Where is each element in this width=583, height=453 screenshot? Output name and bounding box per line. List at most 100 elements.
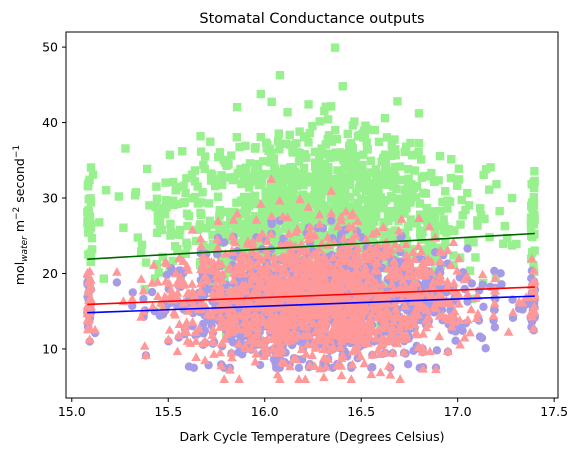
data-point <box>207 170 217 180</box>
data-point <box>84 206 93 215</box>
data-point <box>307 269 318 279</box>
data-point <box>319 372 329 382</box>
data-point <box>84 215 93 225</box>
data-point <box>473 216 482 225</box>
data-point <box>354 314 365 324</box>
data-point <box>326 186 337 195</box>
data-point <box>432 346 442 355</box>
data-point <box>315 173 325 182</box>
data-point <box>467 279 477 288</box>
data-point <box>273 237 283 246</box>
data-point <box>247 289 258 298</box>
data-point <box>349 163 358 173</box>
data-point <box>216 274 226 283</box>
data-point <box>85 175 94 184</box>
data-point <box>166 219 175 229</box>
data-point <box>319 272 330 282</box>
data-point <box>277 205 287 215</box>
data-point <box>370 217 379 227</box>
data-point <box>337 350 348 360</box>
data-point <box>330 43 340 52</box>
data-point <box>141 258 151 267</box>
data-point <box>250 312 261 321</box>
data-point <box>435 256 445 265</box>
data-point <box>189 289 200 299</box>
data-point <box>279 164 289 173</box>
data-point <box>288 320 298 330</box>
data-point <box>219 334 230 343</box>
data-point <box>304 360 315 369</box>
data-point <box>285 217 294 227</box>
data-point <box>331 125 340 135</box>
data-point <box>382 263 393 273</box>
data-point <box>464 237 473 246</box>
data-point <box>361 234 371 243</box>
data-point <box>227 327 237 337</box>
data-point <box>471 253 480 262</box>
data-point <box>314 244 324 253</box>
data-point <box>528 206 538 215</box>
data-point <box>82 314 93 324</box>
data-point <box>279 321 290 331</box>
data-point <box>231 226 240 236</box>
data-point <box>228 338 238 347</box>
data-point <box>187 170 197 179</box>
data-point <box>407 278 418 288</box>
data-point <box>388 316 399 326</box>
data-point <box>359 358 370 368</box>
data-point <box>232 198 241 207</box>
data-point <box>401 239 411 249</box>
data-point <box>344 308 354 318</box>
data-point <box>455 315 465 325</box>
data-point <box>211 280 221 290</box>
data-point <box>527 198 537 207</box>
data-point <box>328 342 339 352</box>
data-point <box>390 162 399 172</box>
data-point <box>332 180 342 189</box>
data-point <box>207 243 216 253</box>
data-point <box>314 209 325 219</box>
data-point <box>338 251 349 261</box>
data-point <box>267 312 278 321</box>
data-point <box>335 342 346 351</box>
data-point <box>288 263 299 273</box>
data-point <box>464 201 474 210</box>
data-point <box>378 222 389 231</box>
data-point <box>251 215 262 224</box>
data-point <box>147 287 157 297</box>
data-point <box>344 326 355 336</box>
data-point <box>488 310 499 320</box>
data-point <box>270 162 279 172</box>
data-point <box>261 187 270 197</box>
data-point <box>403 188 412 198</box>
data-point <box>490 273 500 283</box>
data-point <box>405 264 415 274</box>
data-point <box>452 265 463 275</box>
data-point <box>166 284 176 294</box>
data-point <box>362 185 372 195</box>
data-point <box>206 263 217 273</box>
data-point <box>84 334 95 344</box>
data-point <box>294 213 303 223</box>
data-point <box>168 256 177 266</box>
data-point <box>530 176 539 186</box>
data-point <box>153 216 163 225</box>
data-point <box>422 207 431 216</box>
data-point <box>332 360 343 370</box>
data-point <box>182 174 191 183</box>
data-point <box>284 171 293 181</box>
data-point <box>383 361 394 370</box>
data-point <box>274 261 284 271</box>
data-point <box>351 264 362 274</box>
data-point <box>323 354 333 363</box>
data-point <box>234 168 243 178</box>
data-point <box>232 102 242 112</box>
data-point <box>295 235 305 244</box>
data-point <box>310 158 320 167</box>
data-point <box>417 173 427 182</box>
data-point <box>321 361 331 371</box>
data-point <box>168 196 178 205</box>
data-point <box>273 342 284 352</box>
data-point <box>299 245 309 254</box>
data-point <box>266 158 275 167</box>
